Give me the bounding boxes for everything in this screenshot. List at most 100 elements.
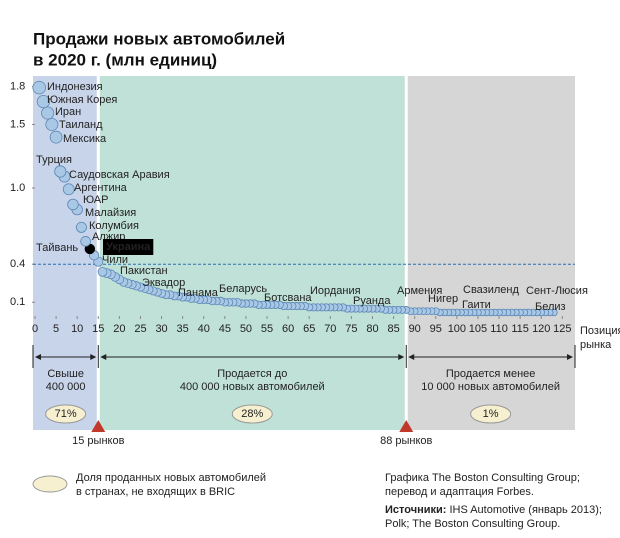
point-label: Таиланд [59,119,103,131]
chart-title: в 2020 г. (млн единиц) [33,50,217,69]
point-label: Пакистан [120,265,168,277]
x-tick-label: 100 [448,323,466,335]
share-text: 1% [483,408,499,420]
x-tick-label: 110 [490,323,508,335]
data-point [49,130,63,144]
marker-label: 88 рынков [380,435,432,447]
point-label: Тайвань [36,242,78,254]
x-tick-label: 45 [219,323,231,335]
x-tick-label: 25 [134,323,146,335]
y-tick-label: 0.1 [10,296,25,308]
highlight-label: Украина [106,241,151,253]
x-tick-label: 65 [303,323,315,335]
share-badge [45,404,87,424]
point-label: Армения [397,285,442,297]
marker-triangle [91,420,106,432]
legend-text: в странах, не входящих в BRIC [76,486,235,498]
region-background [406,76,575,430]
data-point [80,236,91,247]
y-tick-label: 1.5 [10,118,25,130]
x-tick-label: 85 [387,323,399,335]
credit-text: Графика The Boston Consulting Group; [385,472,580,484]
x-tick-label: 0 [32,323,38,335]
point-label: Малайзия [85,207,136,219]
legend-swatch [32,475,68,493]
point-label: Саудовская Аравия [69,169,170,181]
sources-text: IHS Automotive (январь 2013); [449,504,602,516]
data-point [62,183,75,196]
x-tick-label: 75 [345,323,357,335]
y-tick-label: 1.8 [10,80,25,92]
x-tick-label: 15 [92,323,104,335]
point-label: Сент-Люсия [526,285,588,297]
x-tick-label: 40 [198,323,210,335]
marker-label: 15 рынков [72,435,124,447]
data-point [75,221,87,233]
segment-text: Свыше [47,368,84,380]
point-label: Мексика [63,133,107,145]
x-tick-label: 95 [430,323,442,335]
credit-text: перевод и адаптация Forbes. [385,486,534,498]
chart-title: Продажи новых автомобилей [33,29,285,48]
sources-label: Источники: [385,504,446,516]
share-badge [470,404,512,424]
x-tick-label: 60 [282,323,294,335]
x-tick-label: 115 [511,323,529,335]
x-tick-label: 120 [532,323,550,335]
point-label: Колумбия [89,220,139,232]
segment-text: 10 000 новых автомобилей [421,381,560,393]
share-text: 28% [241,408,263,420]
x-axis-label: Позиция [580,325,620,337]
x-tick-label: 80 [366,323,378,335]
point-label: Панама [178,287,219,299]
point-label: Индонезия [47,81,103,93]
share-text: 71% [55,408,77,420]
point-label: Беларусь [219,283,267,295]
data-point [97,266,108,277]
point-label: Турция [36,154,72,166]
point-label: Южная Корея [47,94,117,106]
point-label: Ботсвана [264,292,312,304]
x-tick-label: 50 [240,323,252,335]
point-label: Свазиленд [463,284,519,296]
x-axis-label: рынка [580,339,612,351]
data-point [36,94,51,109]
x-tick-label: 90 [409,323,421,335]
x-tick-label: 35 [177,323,189,335]
data-point [67,198,79,211]
point-label: Руанда [353,295,391,307]
marker-triangle [399,420,414,432]
x-tick-label: 20 [113,323,125,335]
y-tick-label: 0.4 [10,258,25,270]
point-label: Чили [102,254,128,266]
x-tick-label: 5 [53,323,59,335]
x-tick-label: 55 [261,323,273,335]
point-label: Белиз [535,301,566,313]
y-tick-label: 1.0 [10,182,25,194]
highlight-box [103,239,154,255]
data-point [41,106,55,120]
x-tick-label: 105 [469,323,487,335]
segment-text: 400 000 новых автомобилей [180,381,325,393]
segment-text: 400 000 [46,381,86,393]
sources-text: Polk; The Boston Consulting Group. [385,518,560,530]
legend-text: Доля проданных новых автомобилей [76,472,266,484]
data-point [54,165,67,178]
point-label: Нигер [428,293,458,305]
point-label: Иран [55,106,81,118]
point-label: Эквадор [142,277,185,289]
segment-text: Продается менее [446,368,536,380]
point-label: ЮАР [83,194,108,206]
data-point [45,117,59,131]
x-tick-label: 30 [155,323,167,335]
point-label: Иордания [310,285,361,297]
point-label: Гаити [462,299,491,311]
x-tick-label: 10 [71,323,83,335]
point-label: Аргентина [74,182,128,194]
x-tick-label: 125 [553,323,571,335]
share-badge [231,404,273,424]
x-tick-label: 70 [324,323,336,335]
segment-text: Продается до [217,368,287,380]
data-point [32,80,46,95]
